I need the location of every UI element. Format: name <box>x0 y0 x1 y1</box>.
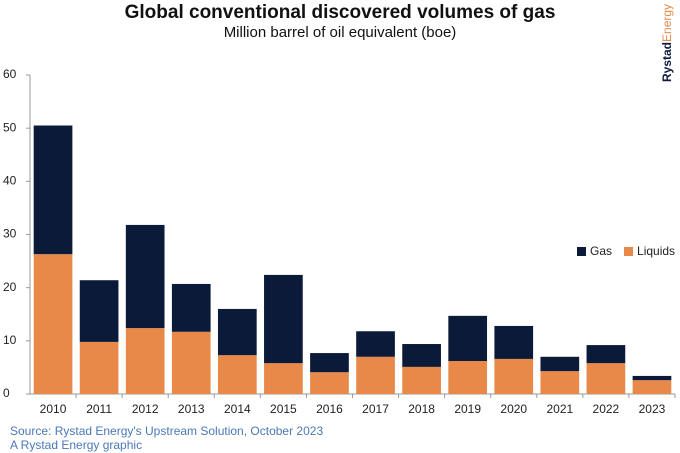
bar-segment <box>540 371 580 394</box>
bar-segment <box>310 372 349 394</box>
logo-part: Energy <box>660 4 674 42</box>
logo-part: Rystad <box>660 42 674 82</box>
bar-segment <box>310 353 349 373</box>
source: Source: Rystad Energy's Upstream Solutio… <box>10 424 323 438</box>
bar-segment <box>356 331 395 357</box>
bar-segment <box>402 366 441 394</box>
x-tick-label: 2013 <box>178 402 205 416</box>
bar-segment <box>125 224 165 329</box>
bar-segment <box>540 356 580 372</box>
y-tick-label: 30 <box>3 227 17 241</box>
y-tick-label: 0 <box>3 386 10 400</box>
bar-segment <box>217 308 257 356</box>
x-tick-label: 2020 <box>500 402 527 416</box>
bar-segment <box>448 361 488 394</box>
x-tick-label: 2010 <box>40 402 67 416</box>
y-tick-label: 40 <box>3 174 17 188</box>
x-tick-label: 2015 <box>270 402 297 416</box>
bar-segment <box>79 341 119 394</box>
x-tick-label: 2022 <box>593 402 620 416</box>
x-tick-label: 2011 <box>86 402 112 416</box>
legend-swatch <box>577 247 586 256</box>
y-tick-label: 60 <box>3 67 17 81</box>
bar-segment <box>494 358 534 394</box>
legend-swatch <box>624 247 634 256</box>
bar-segment <box>217 355 257 394</box>
bar-segment <box>125 328 165 394</box>
x-tick-label: 2017 <box>362 402 389 416</box>
bar-segment <box>33 125 73 255</box>
x-tick-label: 2014 <box>224 402 251 416</box>
bar-segment <box>586 345 626 364</box>
legend-label: Gas <box>590 244 612 258</box>
logo: RystadEnergy <box>660 4 674 82</box>
bar-segment <box>448 315 488 362</box>
bar-segment <box>494 325 534 359</box>
bar-segment <box>632 375 672 381</box>
bar-segment <box>33 254 73 394</box>
y-tick-label: 50 <box>3 120 17 134</box>
x-tick-label: 2021 <box>546 402 573 416</box>
x-tick-label: 2016 <box>316 402 343 416</box>
x-tick-label: 2023 <box>639 402 666 416</box>
bar-segment <box>402 344 441 367</box>
bar-segment <box>586 363 626 394</box>
x-tick-label: 2018 <box>408 402 435 416</box>
y-tick-label: 20 <box>3 280 17 294</box>
bar-segment <box>171 283 211 332</box>
chart-subtitle: Million barrel of oil equivalent (boe) <box>224 24 457 41</box>
bar-segment <box>264 363 303 394</box>
bar-segment <box>264 274 303 364</box>
x-tick-label: 2012 <box>132 402 159 416</box>
x-tick-label: 2019 <box>454 402 481 416</box>
bar-segment <box>632 380 672 394</box>
bar-segment <box>79 280 119 342</box>
chart-title: Global conventional discovered volumes o… <box>125 2 556 23</box>
bar-segment <box>171 331 211 394</box>
source: A Rystad Energy graphic <box>10 438 142 452</box>
legend-label: Liquids <box>637 244 675 258</box>
y-tick-label: 10 <box>3 333 17 347</box>
bar-segment <box>356 356 395 394</box>
